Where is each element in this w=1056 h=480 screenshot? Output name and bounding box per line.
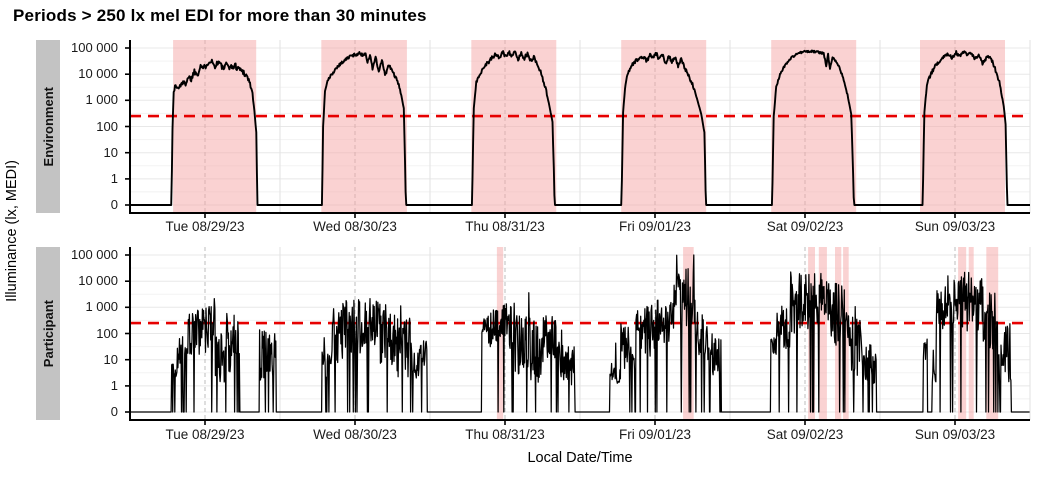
facet-strip-environment: Environment <box>36 40 60 213</box>
panel-svg-environment <box>125 40 1031 218</box>
highlight-window <box>471 40 557 213</box>
x-tick-label: Sun 09/03/23 <box>914 427 996 442</box>
facet-strip-environment-label: Environment <box>40 86 56 167</box>
y-tick-label: 1 000 <box>85 299 118 315</box>
series-line-environment <box>129 49 1031 206</box>
y-tick-label: 10 <box>103 144 118 160</box>
x-tick-label: Sun 09/03/23 <box>914 219 996 234</box>
y-tick-label: 0 <box>110 404 118 419</box>
panel-svg-participant <box>125 247 1031 425</box>
x-tick-label: Tue 08/29/23 <box>165 219 245 234</box>
y-tick-label: 100 <box>96 325 118 341</box>
highlight-window <box>920 40 1005 213</box>
highlight-window <box>843 247 849 420</box>
highlight-window <box>321 40 407 213</box>
series-line-participant <box>129 254 1030 413</box>
y-tick-label: 100 <box>96 118 118 134</box>
facet-strip-participant: Participant <box>36 247 60 420</box>
y-axis-title: Illuminance (lx, MEDI) <box>2 40 22 421</box>
x-tick-label: Wed 08/30/23 <box>313 219 397 234</box>
x-tick-label: Wed 08/30/23 <box>313 427 397 442</box>
highlight-window <box>958 247 967 420</box>
y-tick-label: 1 000 <box>85 92 118 108</box>
y-tick-label: 100 000 <box>71 247 118 262</box>
x-tick-label: Sat 09/02/23 <box>766 219 844 234</box>
x-axis-title: Local Date/Time <box>527 450 633 466</box>
y-tick-label: 10 000 <box>78 273 118 289</box>
x-tick-label: Fri 09/01/23 <box>618 427 692 442</box>
x-tick-label: Thu 08/31/23 <box>465 219 545 234</box>
y-tick-label: 0 <box>110 197 118 212</box>
facet-strip-participant-label: Participant <box>40 299 56 368</box>
x-tick-label: Sat 09/02/23 <box>766 427 844 442</box>
highlight-window <box>621 40 707 213</box>
y-tick-label: 100 000 <box>71 40 118 55</box>
y-tick-label: 10 <box>103 351 118 367</box>
highlight-window <box>771 40 857 213</box>
y-tick-label: 10 000 <box>78 66 118 82</box>
x-tick-label: Tue 08/29/23 <box>165 427 245 442</box>
y-axis-title-text: Illuminance (lx, MEDI) <box>4 159 20 302</box>
chart-title: Periods > 250 lx mel EDI for more than 3… <box>13 6 427 25</box>
y-tick-label: 1 <box>110 170 118 186</box>
x-tick-label: Thu 08/31/23 <box>465 427 545 442</box>
x-tick-label: Fri 09/01/23 <box>618 219 692 234</box>
highlight-window <box>818 247 827 420</box>
y-tick-label: 1 <box>110 377 118 393</box>
highlight-window <box>968 247 974 420</box>
